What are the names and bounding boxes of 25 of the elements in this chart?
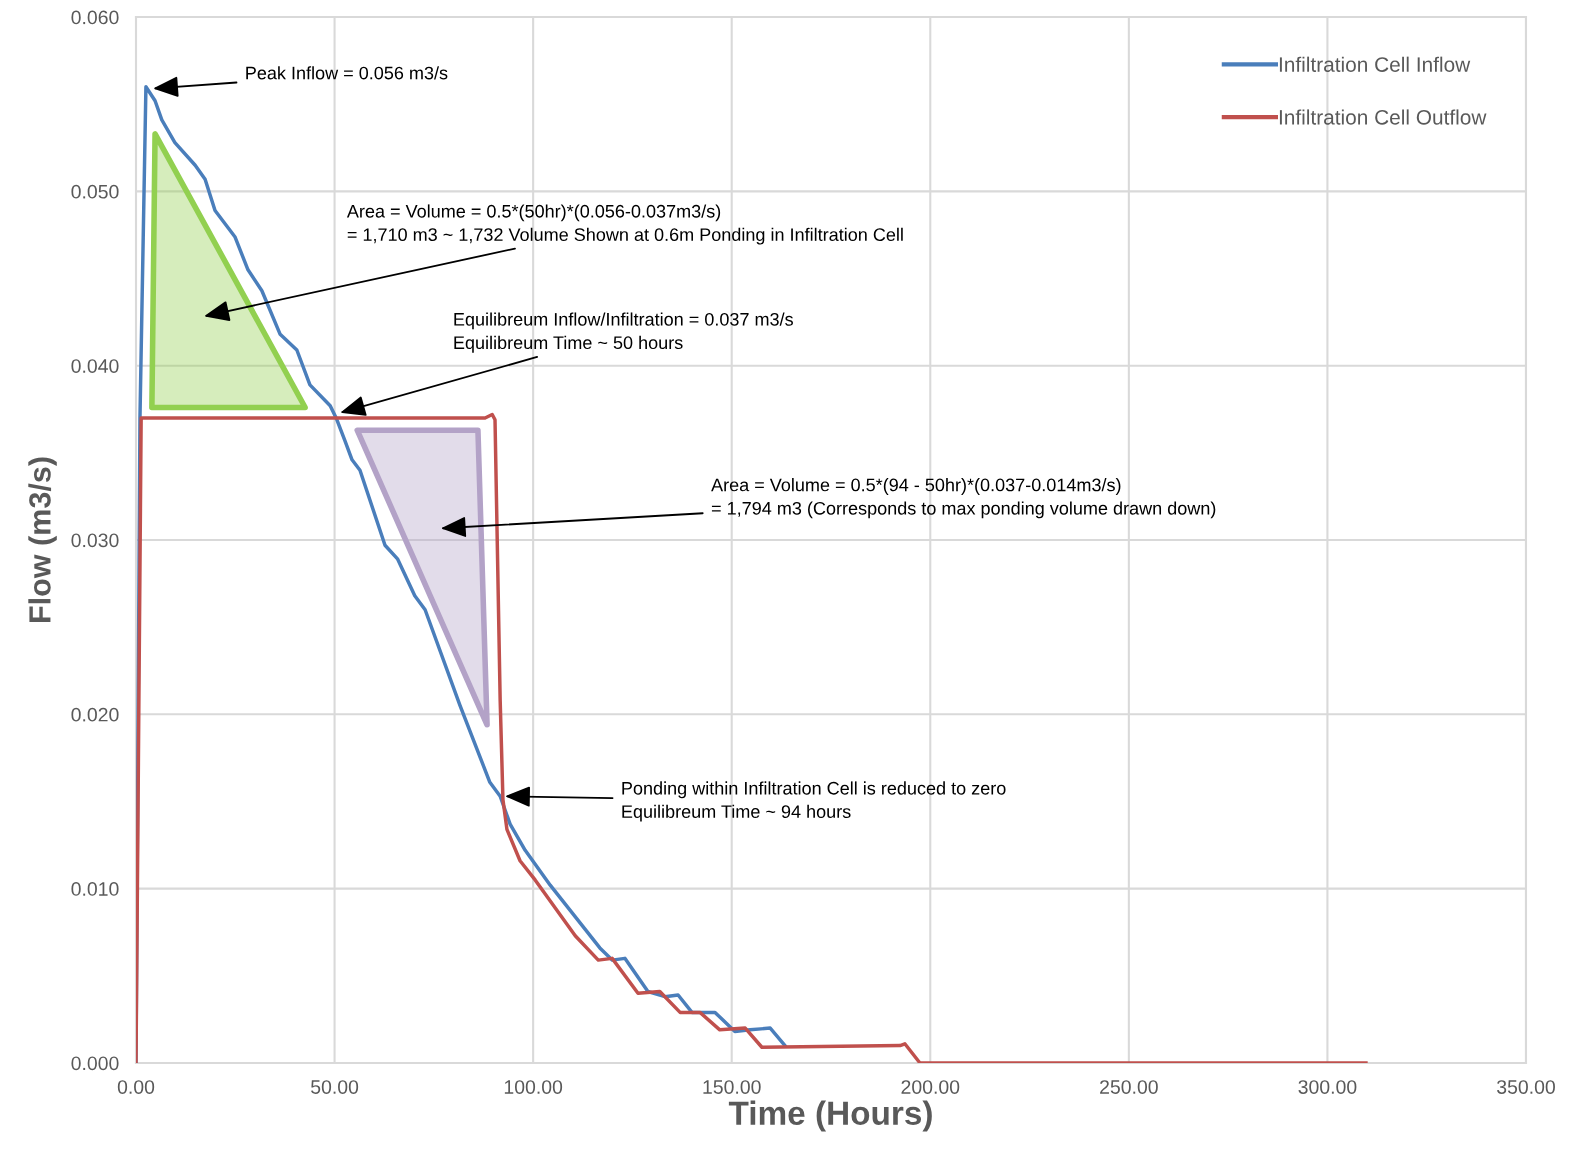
- x-tick-label: 150.00: [703, 1080, 761, 1094]
- x-tick-label: 50.00: [311, 1080, 359, 1094]
- line-series: [135, 412, 1368, 1063]
- legend-label: Infiltration Cell Outflow: [1279, 109, 1487, 125]
- x-tick-label: 100.00: [504, 1080, 563, 1094]
- y-tick-label: 0.010: [71, 882, 119, 896]
- y-tick-label: 0.040: [71, 359, 119, 373]
- y-tick-label: 0.050: [71, 184, 119, 199]
- y-tick-label: 0.020: [71, 707, 119, 722]
- x-tick-label: 300.00: [1298, 1080, 1357, 1094]
- legend-label: Infiltration Cell Inflow: [1279, 56, 1471, 72]
- annotation: Area = Volume = 0.5*(50hr)*(0.056-0.037m3/s) = 1,710 m3 ~ 1,732 Volume Shown at 0.6m Ponding in Infiltration Cell: [346, 204, 903, 245]
- annotation: Equilibreum Inflow/Infiltration = 0.037 m3/s Equilibreum Time ~ 50 hours: [454, 312, 793, 353]
- x-tick-label: 250.00: [1100, 1080, 1158, 1094]
- y-tick-label: 0.000: [71, 1056, 119, 1071]
- y-tick-label: 0.030: [71, 533, 119, 548]
- x-tick-label: 200.00: [901, 1080, 960, 1094]
- x-tick-label: 0.00: [117, 1080, 155, 1094]
- y-tick-label: 0.060: [71, 10, 119, 25]
- annotation: Ponding within Infiltration Cell is reduced to zero Equilibreum Time ~ 94 hours: [622, 781, 1006, 822]
- y-axis-title: Flow (m3/s): [28, 457, 57, 622]
- annotation: Peak Inflow = 0.056 m3/s: [246, 66, 448, 80]
- x-axis-title: Time (Hours): [728, 1100, 932, 1132]
- x-tick-label: 350.00: [1497, 1080, 1555, 1094]
- annotation: Area = Volume = 0.5*(94 - 50hr)*(0.037-0.014m3/s) = 1,794 m3 (Corresponds to max ponding volume drawn down): [711, 478, 1216, 519]
